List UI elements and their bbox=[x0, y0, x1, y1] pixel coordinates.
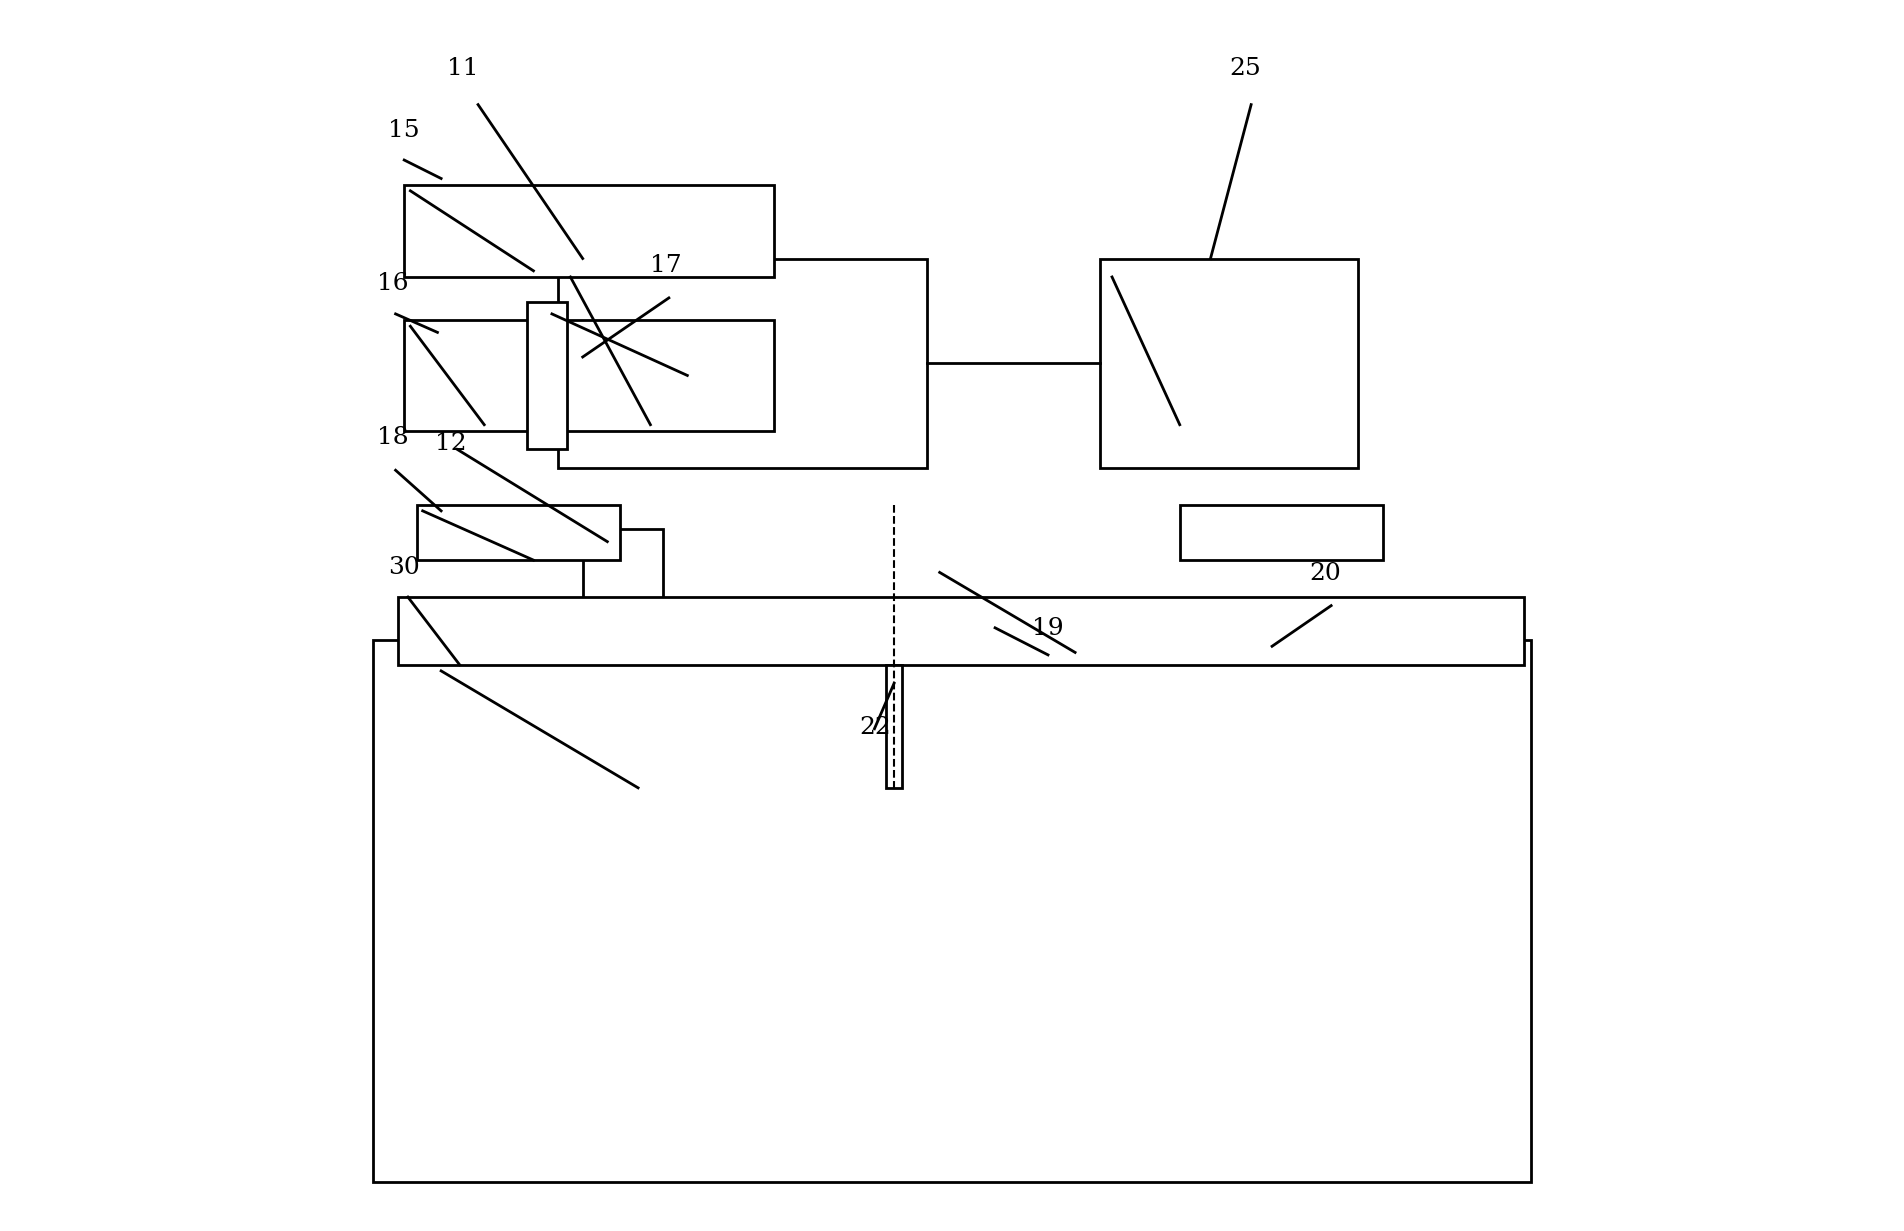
Text: 15: 15 bbox=[388, 118, 419, 142]
Text: 22: 22 bbox=[861, 715, 891, 739]
Text: 12: 12 bbox=[434, 432, 466, 455]
Bar bbox=[417, 505, 619, 560]
Bar bbox=[1180, 505, 1382, 560]
Bar bbox=[583, 529, 663, 689]
Bar bbox=[398, 597, 1525, 665]
Text: 19: 19 bbox=[1032, 617, 1064, 640]
Text: 16: 16 bbox=[377, 272, 409, 295]
Bar bbox=[527, 302, 567, 449]
Text: 20: 20 bbox=[1308, 561, 1340, 585]
Bar bbox=[404, 320, 773, 431]
Text: 30: 30 bbox=[388, 555, 421, 579]
Bar bbox=[885, 665, 902, 788]
Text: 11: 11 bbox=[447, 57, 478, 80]
Text: 25: 25 bbox=[1228, 57, 1260, 80]
Text: 17: 17 bbox=[651, 254, 682, 277]
Bar bbox=[404, 185, 773, 277]
Bar bbox=[558, 259, 927, 468]
Bar bbox=[434, 665, 668, 800]
Bar bbox=[373, 640, 1531, 1182]
Text: 18: 18 bbox=[377, 426, 409, 449]
Bar bbox=[1101, 259, 1358, 468]
